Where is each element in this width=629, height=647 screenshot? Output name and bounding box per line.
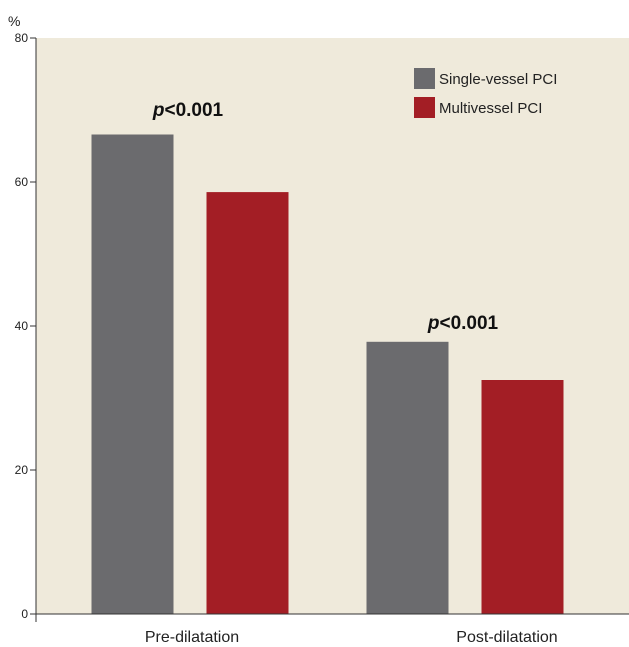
legend-label-1: Multivessel PCI [439,100,542,117]
y-tick-label-40: 40 [15,319,29,333]
annotations-group: p<0.001 p<0.001 [152,100,499,334]
p-value-annotation-1: p<0.001 [427,313,499,334]
y-tick-label-80: 80 [15,31,29,45]
bar-multivessel-0 [206,192,289,614]
axes-group: 0 20 40 60 80 Pre-dilatation Post-dilatation [15,31,629,646]
legend: Single-vessel PCI Multivessel PCI [414,68,557,118]
bars-group [91,134,564,614]
legend-swatch-0 [414,68,435,89]
x-category-label-0: Pre-dilatation [145,629,239,646]
bar-single-vessel-0 [91,134,174,614]
y-tick-label-60: 60 [15,175,29,189]
p-value-annotation-0: p<0.001 [152,100,224,121]
legend-swatch-1 [414,97,435,118]
x-category-label-1: Post-dilatation [456,629,557,646]
y-axis-unit-label: % [8,13,20,29]
y-tick-label-20: 20 [15,463,29,477]
y-tick-label-0: 0 [21,607,28,621]
bar-multivessel-1 [481,380,564,614]
bar-single-vessel-1 [366,341,449,614]
legend-label-0: Single-vessel PCI [439,71,557,88]
